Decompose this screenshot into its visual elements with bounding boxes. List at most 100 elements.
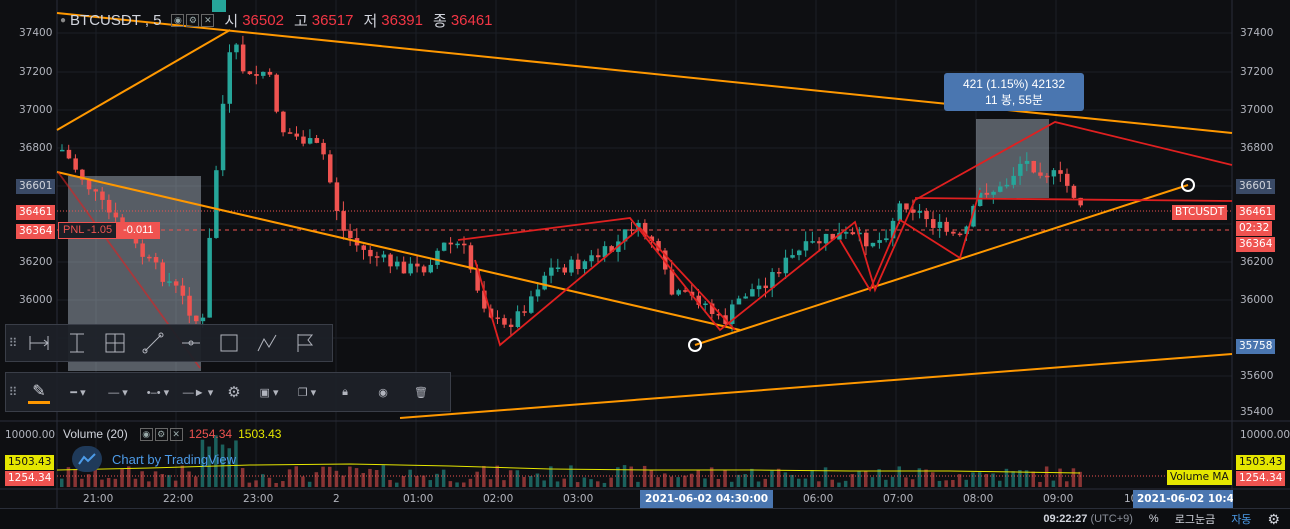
measure-tooltip: 421 (1.15%) 42132 11 봉, 55분	[944, 73, 1084, 111]
candle-body	[763, 285, 768, 289]
lock-icon[interactable]: 🔒︎	[342, 385, 348, 398]
time-tick: 02:00	[483, 493, 514, 505]
candle-body	[240, 44, 246, 72]
candle-body	[790, 255, 795, 258]
volume-bar	[348, 466, 352, 487]
auto-toggle[interactable]: 자동	[1231, 514, 1252, 526]
candle-body	[194, 315, 199, 322]
volume-bar	[1071, 468, 1076, 487]
timezone[interactable]: (UTC+9)	[1090, 513, 1133, 525]
volume-bar	[951, 480, 955, 487]
volume-bar	[555, 481, 560, 487]
line-end-dropdown[interactable]: —► ▾	[182, 386, 214, 399]
volume-bar	[984, 473, 989, 487]
volume-bar	[395, 482, 399, 487]
candle-body	[857, 232, 862, 235]
pencil-color-icon[interactable]: ✎	[20, 374, 58, 410]
volume-value-1: 1254.34	[188, 427, 233, 441]
line-style-dropdown[interactable]: •–• ▾	[146, 386, 170, 399]
settings-icon[interactable]: ⚙	[227, 384, 241, 401]
horizontal-ray-icon[interactable]	[172, 325, 210, 361]
volume-bar	[435, 473, 439, 487]
volume-bar	[448, 481, 453, 487]
pattern-tool-icon[interactable]	[248, 325, 286, 361]
candle-body	[998, 186, 1003, 192]
volume-bar	[301, 476, 305, 487]
menu-icon[interactable]: ●	[60, 15, 67, 26]
candle-body	[1058, 170, 1063, 174]
trash-icon[interactable]: 🗑︎	[414, 386, 428, 399]
candle-body	[1024, 160, 1030, 164]
line-width-dropdown[interactable]: — ▾	[108, 386, 128, 399]
settings-icon[interactable]: ⚙	[154, 427, 168, 441]
drag-handle[interactable]: ⠿	[8, 336, 18, 350]
candle-body	[388, 254, 393, 267]
volume-bar	[810, 469, 814, 487]
volume-bar	[736, 474, 741, 487]
branding-text: Chart by TradingView	[112, 451, 237, 467]
candle-body	[1018, 163, 1023, 176]
volume-bar	[187, 471, 191, 487]
volume-bar	[884, 479, 888, 487]
volume-bar	[247, 482, 252, 487]
candle-body	[334, 182, 340, 212]
volume-label[interactable]: Volume (20)	[63, 427, 128, 441]
rectangle-tool-icon[interactable]	[210, 325, 248, 361]
candle-body	[522, 311, 527, 313]
date-range-tool-icon[interactable]	[20, 325, 58, 361]
volume-bar	[86, 474, 91, 487]
candle-body	[1031, 160, 1036, 173]
volume-bar	[944, 480, 948, 487]
candle-body	[877, 240, 882, 243]
volume-bar	[977, 472, 982, 487]
date-price-range-icon[interactable]	[96, 325, 134, 361]
candle-body	[341, 211, 346, 231]
log-toggle[interactable]: 로그눈금	[1174, 514, 1216, 526]
candle-body	[810, 241, 815, 243]
candle-body	[1044, 175, 1050, 178]
high-label: 고	[293, 13, 308, 30]
measure-line2: 11 봉, 55분	[985, 93, 1043, 107]
candle-body	[455, 243, 460, 246]
pnl-tag[interactable]: PNL -1.05 -0.011	[58, 222, 160, 239]
settings-icon[interactable]: ⚙	[186, 14, 200, 27]
candle-body	[147, 256, 152, 259]
candle-body	[656, 241, 661, 251]
close-icon[interactable]: ✕	[201, 14, 215, 27]
drag-handle[interactable]: ⠿	[8, 385, 18, 399]
tradingview-branding[interactable]: Chart by TradingView	[72, 446, 236, 472]
candle-body	[770, 272, 775, 289]
volume-bar	[656, 477, 660, 487]
volume-bar	[1038, 481, 1042, 487]
flag-icon[interactable]	[212, 0, 226, 12]
drawing-toolbar-tools: ⠿	[5, 324, 333, 362]
candle-body	[683, 290, 688, 292]
candle-body	[931, 219, 936, 228]
price-range-tool-icon[interactable]	[58, 325, 96, 361]
candle-body	[542, 275, 547, 290]
eye-icon[interactable]: ◉	[171, 14, 185, 27]
volume-bar	[287, 469, 292, 487]
candle-body	[837, 232, 842, 240]
volume-bar	[964, 479, 968, 487]
template-icon[interactable]: ▣ ▾	[259, 386, 279, 399]
symbol-name[interactable]: BTCUSDT	[70, 12, 141, 29]
eye-icon[interactable]: ◉	[139, 427, 153, 441]
volume-bar	[194, 476, 198, 487]
time-tick: 23:00	[243, 493, 274, 505]
close-icon[interactable]: ✕	[169, 427, 183, 441]
volume-bar	[770, 470, 774, 487]
percent-toggle[interactable]: %	[1148, 513, 1159, 525]
settings-icon[interactable]: ⚙	[1267, 510, 1280, 527]
trendline-tool-icon[interactable]	[134, 325, 172, 361]
line-color-dropdown[interactable]: ━ ▾	[70, 386, 86, 399]
volume-bar	[73, 468, 77, 487]
flag-tool-icon[interactable]	[286, 325, 324, 361]
candle-body	[609, 246, 614, 252]
volume-bar	[127, 466, 131, 487]
visibility-icon[interactable]: ◉	[378, 386, 388, 399]
candle-body	[676, 290, 681, 295]
clone-icon[interactable]: ❐ ▾	[297, 386, 317, 399]
symbol-legend: ● BTCUSDT, 5 ◉ ⚙ ✕ 시 36502 고 36517 저 36391 …	[60, 12, 493, 30]
interval-label[interactable]: 5	[153, 12, 162, 29]
